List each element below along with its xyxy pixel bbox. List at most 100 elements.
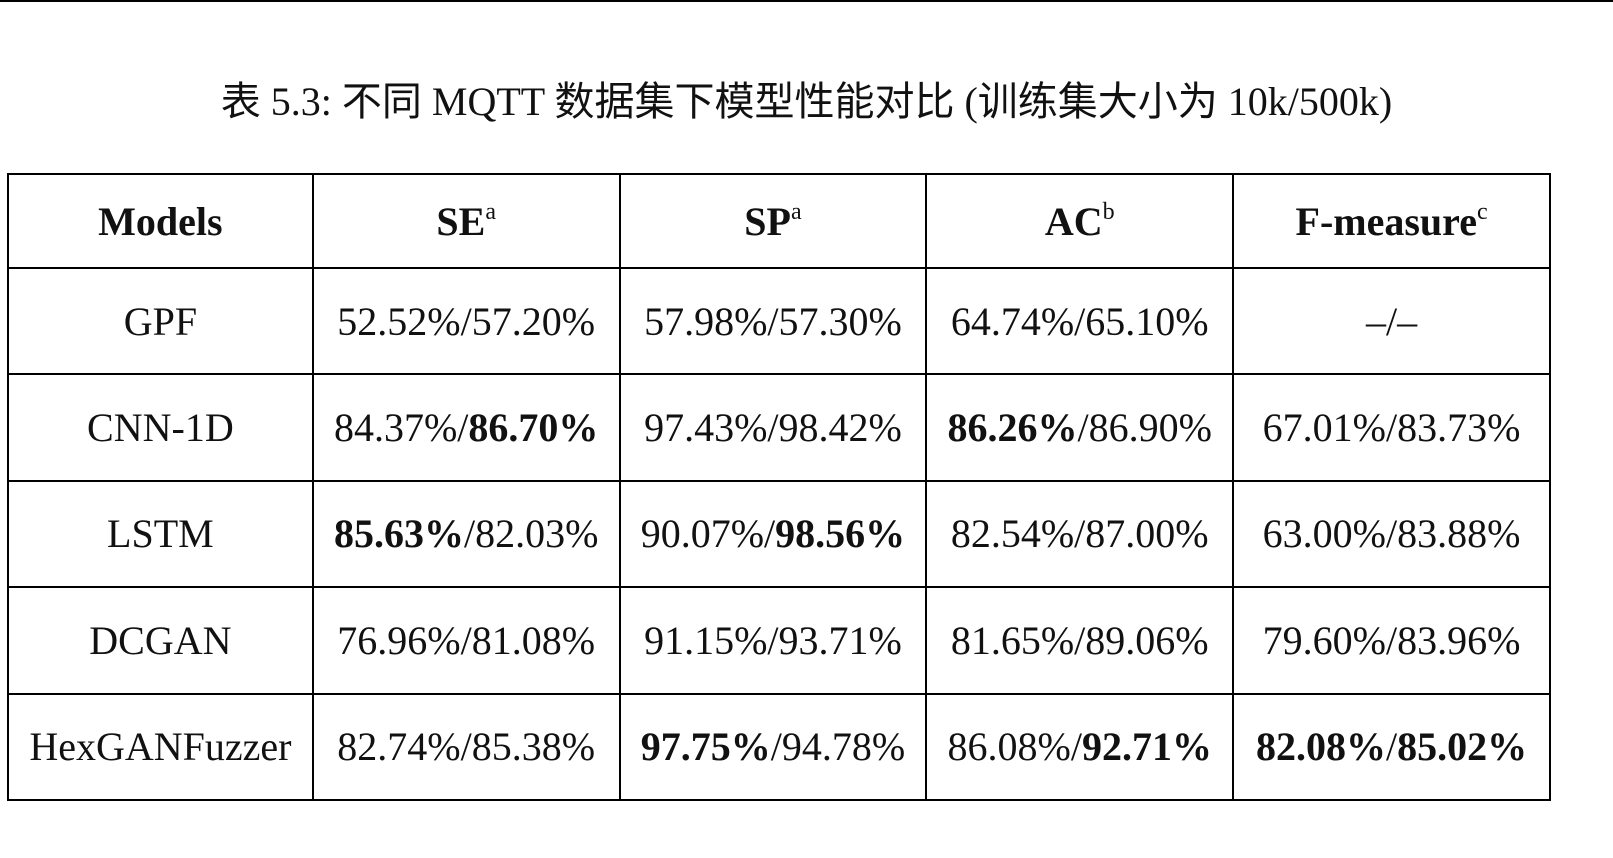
value-separator: /: [457, 405, 469, 451]
footnote-mark: b: [1102, 198, 1115, 225]
table-body: GPF 52.52%/57.20% 57.98%/57.30% 64.74%/65.1…: [7, 266, 1551, 802]
value-500k: 57.30%: [778, 298, 902, 344]
value-10k: –: [1366, 298, 1386, 344]
value-separator: /: [1386, 724, 1398, 770]
value-separator: /: [770, 724, 782, 770]
value-10k: 67.01%: [1262, 405, 1386, 451]
value-separator: /: [460, 298, 472, 344]
value-separator: /: [1077, 405, 1089, 451]
value-500k: 89.06%: [1085, 617, 1209, 663]
metric-cell: 84.37%/86.70%: [311, 373, 621, 482]
table-row: GPF 52.52%/57.20% 57.98%/57.30% 64.74%/65.1…: [7, 266, 1551, 376]
value-500k: 83.96%: [1397, 617, 1521, 663]
value-10k: 85.63%: [333, 511, 464, 557]
value-10k: 86.08%: [947, 724, 1071, 770]
header-models: Models: [7, 173, 314, 269]
model-name: GPF: [7, 266, 314, 376]
model-name: DCGAN: [7, 586, 314, 695]
value-10k: 63.00%: [1262, 511, 1386, 557]
footnote-mark: c: [1476, 198, 1488, 225]
metric-cell: 85.63%/82.03%: [311, 479, 621, 589]
metric-cell: 63.00%/83.88%: [1232, 479, 1551, 589]
header-sp: SPa: [618, 173, 928, 269]
value-separator: /: [1386, 298, 1398, 344]
table-row: HexGANFuzzer 82.74%/85.38% 97.75%/94.78% 86…: [7, 692, 1551, 802]
metric-cell: –/–: [1232, 266, 1551, 376]
value-separator: /: [1386, 511, 1398, 557]
value-10k: 52.52%: [337, 298, 461, 344]
value-10k: 97.43%: [644, 405, 768, 451]
metric-cell: 91.15%/93.71%: [618, 586, 928, 695]
value-500k: 83.73%: [1397, 405, 1521, 451]
value-10k: 97.75%: [640, 724, 771, 770]
metric-cell: 79.60%/83.96%: [1232, 586, 1551, 695]
value-separator: /: [1074, 617, 1086, 663]
value-500k: 86.90%: [1088, 405, 1212, 451]
metric-cell: 67.01%/83.73%: [1232, 373, 1551, 482]
value-separator: /: [1070, 724, 1082, 770]
value-500k: 92.71%: [1081, 724, 1212, 770]
value-500k: 87.00%: [1085, 511, 1209, 557]
header-text: F-measure: [1295, 198, 1477, 244]
value-separator: /: [460, 724, 472, 770]
value-10k: 64.74%: [950, 298, 1075, 344]
value-separator: /: [764, 511, 776, 557]
value-10k: 82.74%: [337, 724, 461, 770]
value-500k: 94.78%: [781, 724, 906, 770]
value-10k: 84.37%: [333, 405, 458, 451]
value-500k: 57.20%: [471, 298, 596, 344]
value-10k: 76.96%: [337, 617, 461, 663]
table-row: LSTM 85.63%/82.03% 90.07%/98.56% 82.54%/87.…: [7, 479, 1551, 589]
value-10k: 81.65%: [950, 617, 1075, 663]
metric-cell: 64.74%/65.10%: [925, 266, 1235, 376]
footnote-mark: a: [485, 198, 496, 225]
metric-cell: 82.54%/87.00%: [925, 479, 1235, 589]
value-10k: 82.54%: [950, 511, 1075, 557]
header-row: Models SEa SPa ACb F-measurec: [7, 173, 1551, 269]
value-500k: 98.42%: [778, 405, 902, 451]
model-name: HexGANFuzzer: [7, 692, 314, 802]
performance-table: Models SEa SPa ACb F-measurec GPF 52.52%/…: [7, 173, 1551, 802]
table-row: CNN-1D 84.37%/86.70% 97.43%/98.42% 86.26%/8…: [7, 373, 1551, 482]
header-text: Models: [98, 198, 223, 244]
header-f-measure: F-measurec: [1232, 173, 1551, 269]
value-separator: /: [767, 617, 779, 663]
value-separator: /: [1074, 511, 1086, 557]
value-10k: 91.15%: [644, 617, 768, 663]
metric-cell: 52.52%/57.20%: [311, 266, 621, 376]
value-separator: /: [1386, 405, 1398, 451]
value-500k: 93.71%: [778, 617, 902, 663]
value-10k: 79.60%: [1262, 617, 1386, 663]
metric-cell: 97.43%/98.42%: [618, 373, 928, 482]
metric-cell: 86.26%/86.90%: [925, 373, 1235, 482]
value-500k: 85.38%: [471, 724, 596, 770]
top-rule: [0, 0, 1613, 2]
metric-cell: 86.08%/92.71%: [925, 692, 1235, 802]
value-10k: 86.26%: [947, 405, 1078, 451]
value-500k: 86.70%: [468, 405, 599, 451]
value-500k: 83.88%: [1397, 511, 1521, 557]
metric-cell: 82.74%/85.38%: [311, 692, 621, 802]
value-500k: 85.02%: [1397, 724, 1528, 770]
value-10k: 90.07%: [640, 511, 765, 557]
model-name: LSTM: [7, 479, 314, 589]
header-text: SP: [744, 198, 791, 244]
value-10k: 57.98%: [644, 298, 768, 344]
model-name: CNN-1D: [7, 373, 314, 482]
value-separator: /: [1386, 617, 1398, 663]
metric-cell: 97.75%/94.78%: [618, 692, 928, 802]
metric-cell: 81.65%/89.06%: [925, 586, 1235, 695]
table-row: DCGAN 76.96%/81.08% 91.15%/93.71% 81.65%/89…: [7, 586, 1551, 695]
metric-cell: 82.08%/85.02%: [1232, 692, 1551, 802]
value-500k: 81.08%: [471, 617, 596, 663]
metric-cell: 90.07%/98.56%: [618, 479, 928, 589]
value-separator: /: [767, 405, 779, 451]
value-500k: 82.03%: [475, 511, 599, 557]
value-separator: /: [1074, 298, 1086, 344]
metric-cell: 76.96%/81.08%: [311, 586, 621, 695]
value-separator: /: [463, 511, 476, 557]
value-separator: /: [767, 298, 779, 344]
value-500k: –: [1397, 298, 1418, 344]
value-500k: 65.10%: [1085, 298, 1209, 344]
metric-cell: 57.98%/57.30%: [618, 266, 928, 376]
